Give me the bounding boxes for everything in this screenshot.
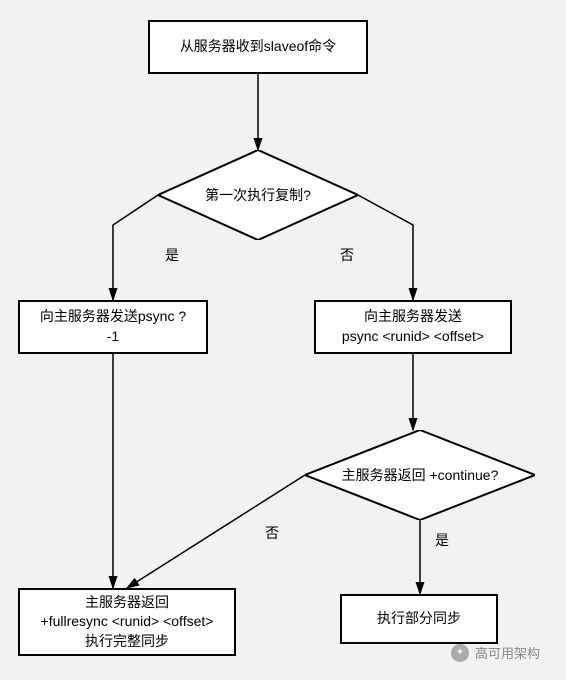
edge-label-yes1: 是: [165, 245, 179, 265]
watermark-text: 高可用架构: [475, 643, 540, 662]
flowchart-canvas: 从服务器收到slaveof命令 第一次执行复制? 向主服务器发送psync ? …: [0, 0, 566, 680]
wechat-icon: ✦: [451, 644, 469, 662]
node-full-text1: 主服务器返回: [85, 593, 169, 613]
node-decision-first-replication: 第一次执行复制?: [158, 150, 358, 240]
node-start-text: 从服务器收到slaveof命令: [180, 37, 336, 57]
node-left-text1: 向主服务器发送psync ?: [40, 307, 186, 327]
node-left-text2: -1: [107, 327, 119, 347]
node-partial-sync: 执行部分同步: [340, 594, 498, 644]
node-decision-continue: 主服务器返回 +continue?: [305, 430, 535, 520]
node-start: 从服务器收到slaveof命令: [148, 20, 368, 74]
node-decision1-text: 第一次执行复制?: [205, 186, 311, 204]
node-full-text3: 执行完整同步: [85, 632, 169, 652]
watermark: ✦ 高可用架构: [451, 643, 540, 662]
edge-label-no1: 否: [340, 245, 354, 265]
node-send-psync-runid: 向主服务器发送 psync <runid> <offset>: [314, 300, 512, 354]
node-send-psync-first: 向主服务器发送psync ? -1: [18, 300, 208, 354]
node-partial-text: 执行部分同步: [377, 609, 461, 629]
node-full-text2: +fullresync <runid> <offset>: [41, 612, 214, 632]
node-decision2-text: 主服务器返回 +continue?: [342, 466, 499, 484]
edge-label-no2: 否: [265, 523, 279, 543]
node-full-resync: 主服务器返回 +fullresync <runid> <offset> 执行完整…: [18, 588, 236, 656]
node-right-text2: psync <runid> <offset>: [342, 327, 484, 347]
node-right-text1: 向主服务器发送: [364, 307, 462, 327]
edge-label-yes2: 是: [435, 530, 449, 550]
